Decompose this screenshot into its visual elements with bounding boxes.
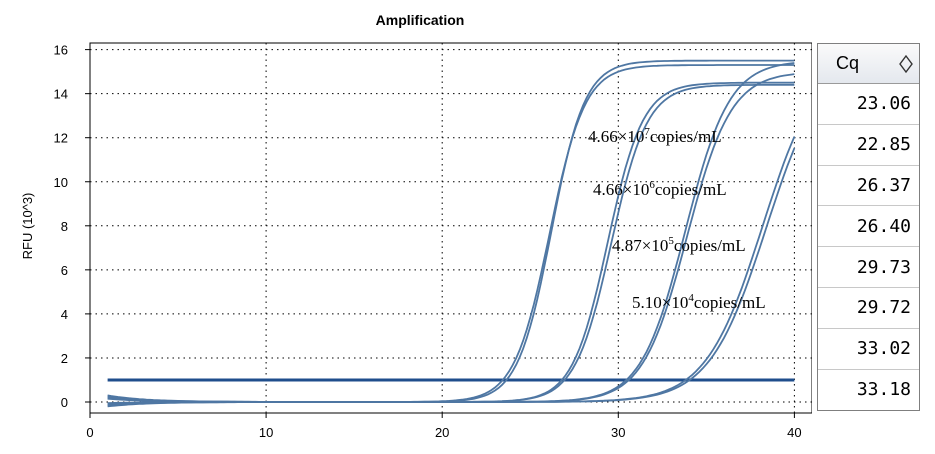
y-tick-label: 12 xyxy=(54,131,68,146)
x-tick-label: 0 xyxy=(86,425,93,440)
curve-annotation: 4.87×105copies/mL xyxy=(612,235,746,255)
annotation-unit: copies/mL xyxy=(694,293,766,312)
y-tick-label: 6 xyxy=(61,263,68,278)
y-tick-label: 8 xyxy=(61,219,68,234)
curve-annotation: 4.66×106copies/mL xyxy=(593,179,727,199)
annotation-unit: copies/mL xyxy=(674,236,746,255)
y-tick-label: 2 xyxy=(61,351,68,366)
amplification-chart: Amplification RFU (10^3) 0 10 20 30 40 0 2 4 6 8 1… xyxy=(20,12,812,440)
cq-rows: 23.06 22.85 26.37 26.40 29.73 29.72 33.02 33.18 xyxy=(818,84,919,410)
cq-value-cell[interactable]: 29.73 xyxy=(818,247,919,288)
cq-header-label: Cq xyxy=(836,53,860,73)
curve-annotation: 5.10×104copies/mL xyxy=(632,292,766,312)
x-tick-label: 10 xyxy=(259,425,273,440)
y-tick-label: 4 xyxy=(61,307,68,322)
annotation-base: 4.66×10 xyxy=(593,180,649,199)
amplification-curve xyxy=(107,147,796,404)
annotation-unit: copies/mL xyxy=(650,127,722,146)
amplification-curve xyxy=(107,62,795,403)
annotation-base: 4.66×10 xyxy=(588,127,644,146)
x-tick-label: 20 xyxy=(435,425,449,440)
tick-labels: 0 10 20 30 40 0 2 4 6 8 10 12 14 16 xyxy=(54,43,802,440)
curve-annotation: 4.66×107copies/mL xyxy=(588,126,722,146)
annotation-exponent: 4 xyxy=(688,292,694,304)
amplification-curve xyxy=(107,59,795,403)
y-tick-label: 16 xyxy=(54,43,68,58)
cq-value-cell[interactable]: 29.72 xyxy=(818,288,919,329)
chart-title: Amplification xyxy=(376,12,465,28)
cq-value-cell[interactable]: 33.02 xyxy=(818,329,919,370)
y-tick-label: 0 xyxy=(61,395,68,410)
cq-value-cell[interactable]: 33.18 xyxy=(856,379,911,401)
cq-value-cell[interactable]: 23.06 xyxy=(818,84,919,125)
sort-diamond-icon[interactable] xyxy=(899,54,913,73)
x-tick-label: 30 xyxy=(611,425,625,440)
y-tick-label: 10 xyxy=(54,175,68,190)
cq-value-cell[interactable]: 26.40 xyxy=(818,206,919,248)
annotation-base: 4.87×10 xyxy=(612,236,668,255)
cq-value-cell[interactable]: 26.37 xyxy=(818,166,919,207)
annotation-base: 5.10×10 xyxy=(632,293,688,312)
cq-table: Cq 23.06 22.85 26.37 26.40 29.73 29.72 33.02 33… xyxy=(817,43,920,412)
amplification-curves xyxy=(107,59,796,408)
grid-lines xyxy=(89,43,812,413)
annotation-exponent: 5 xyxy=(668,235,674,247)
cq-column-header[interactable]: Cq xyxy=(818,44,919,84)
annotation-exponent: 6 xyxy=(649,179,655,191)
cq-value-cell[interactable]: 22.85 xyxy=(818,125,919,166)
x-tick-label: 40 xyxy=(787,425,801,440)
plot-frame xyxy=(89,42,812,414)
annotation-unit: copies/mL xyxy=(655,180,727,199)
curve-annotations: 4.66×107copies/mL4.66×106copies/mL4.87×1… xyxy=(588,126,766,312)
annotation-exponent: 7 xyxy=(644,126,650,138)
y-axis-label: RFU (10^3) xyxy=(20,193,35,260)
amplification-curve xyxy=(107,136,796,403)
y-tick-label: 14 xyxy=(54,87,68,102)
